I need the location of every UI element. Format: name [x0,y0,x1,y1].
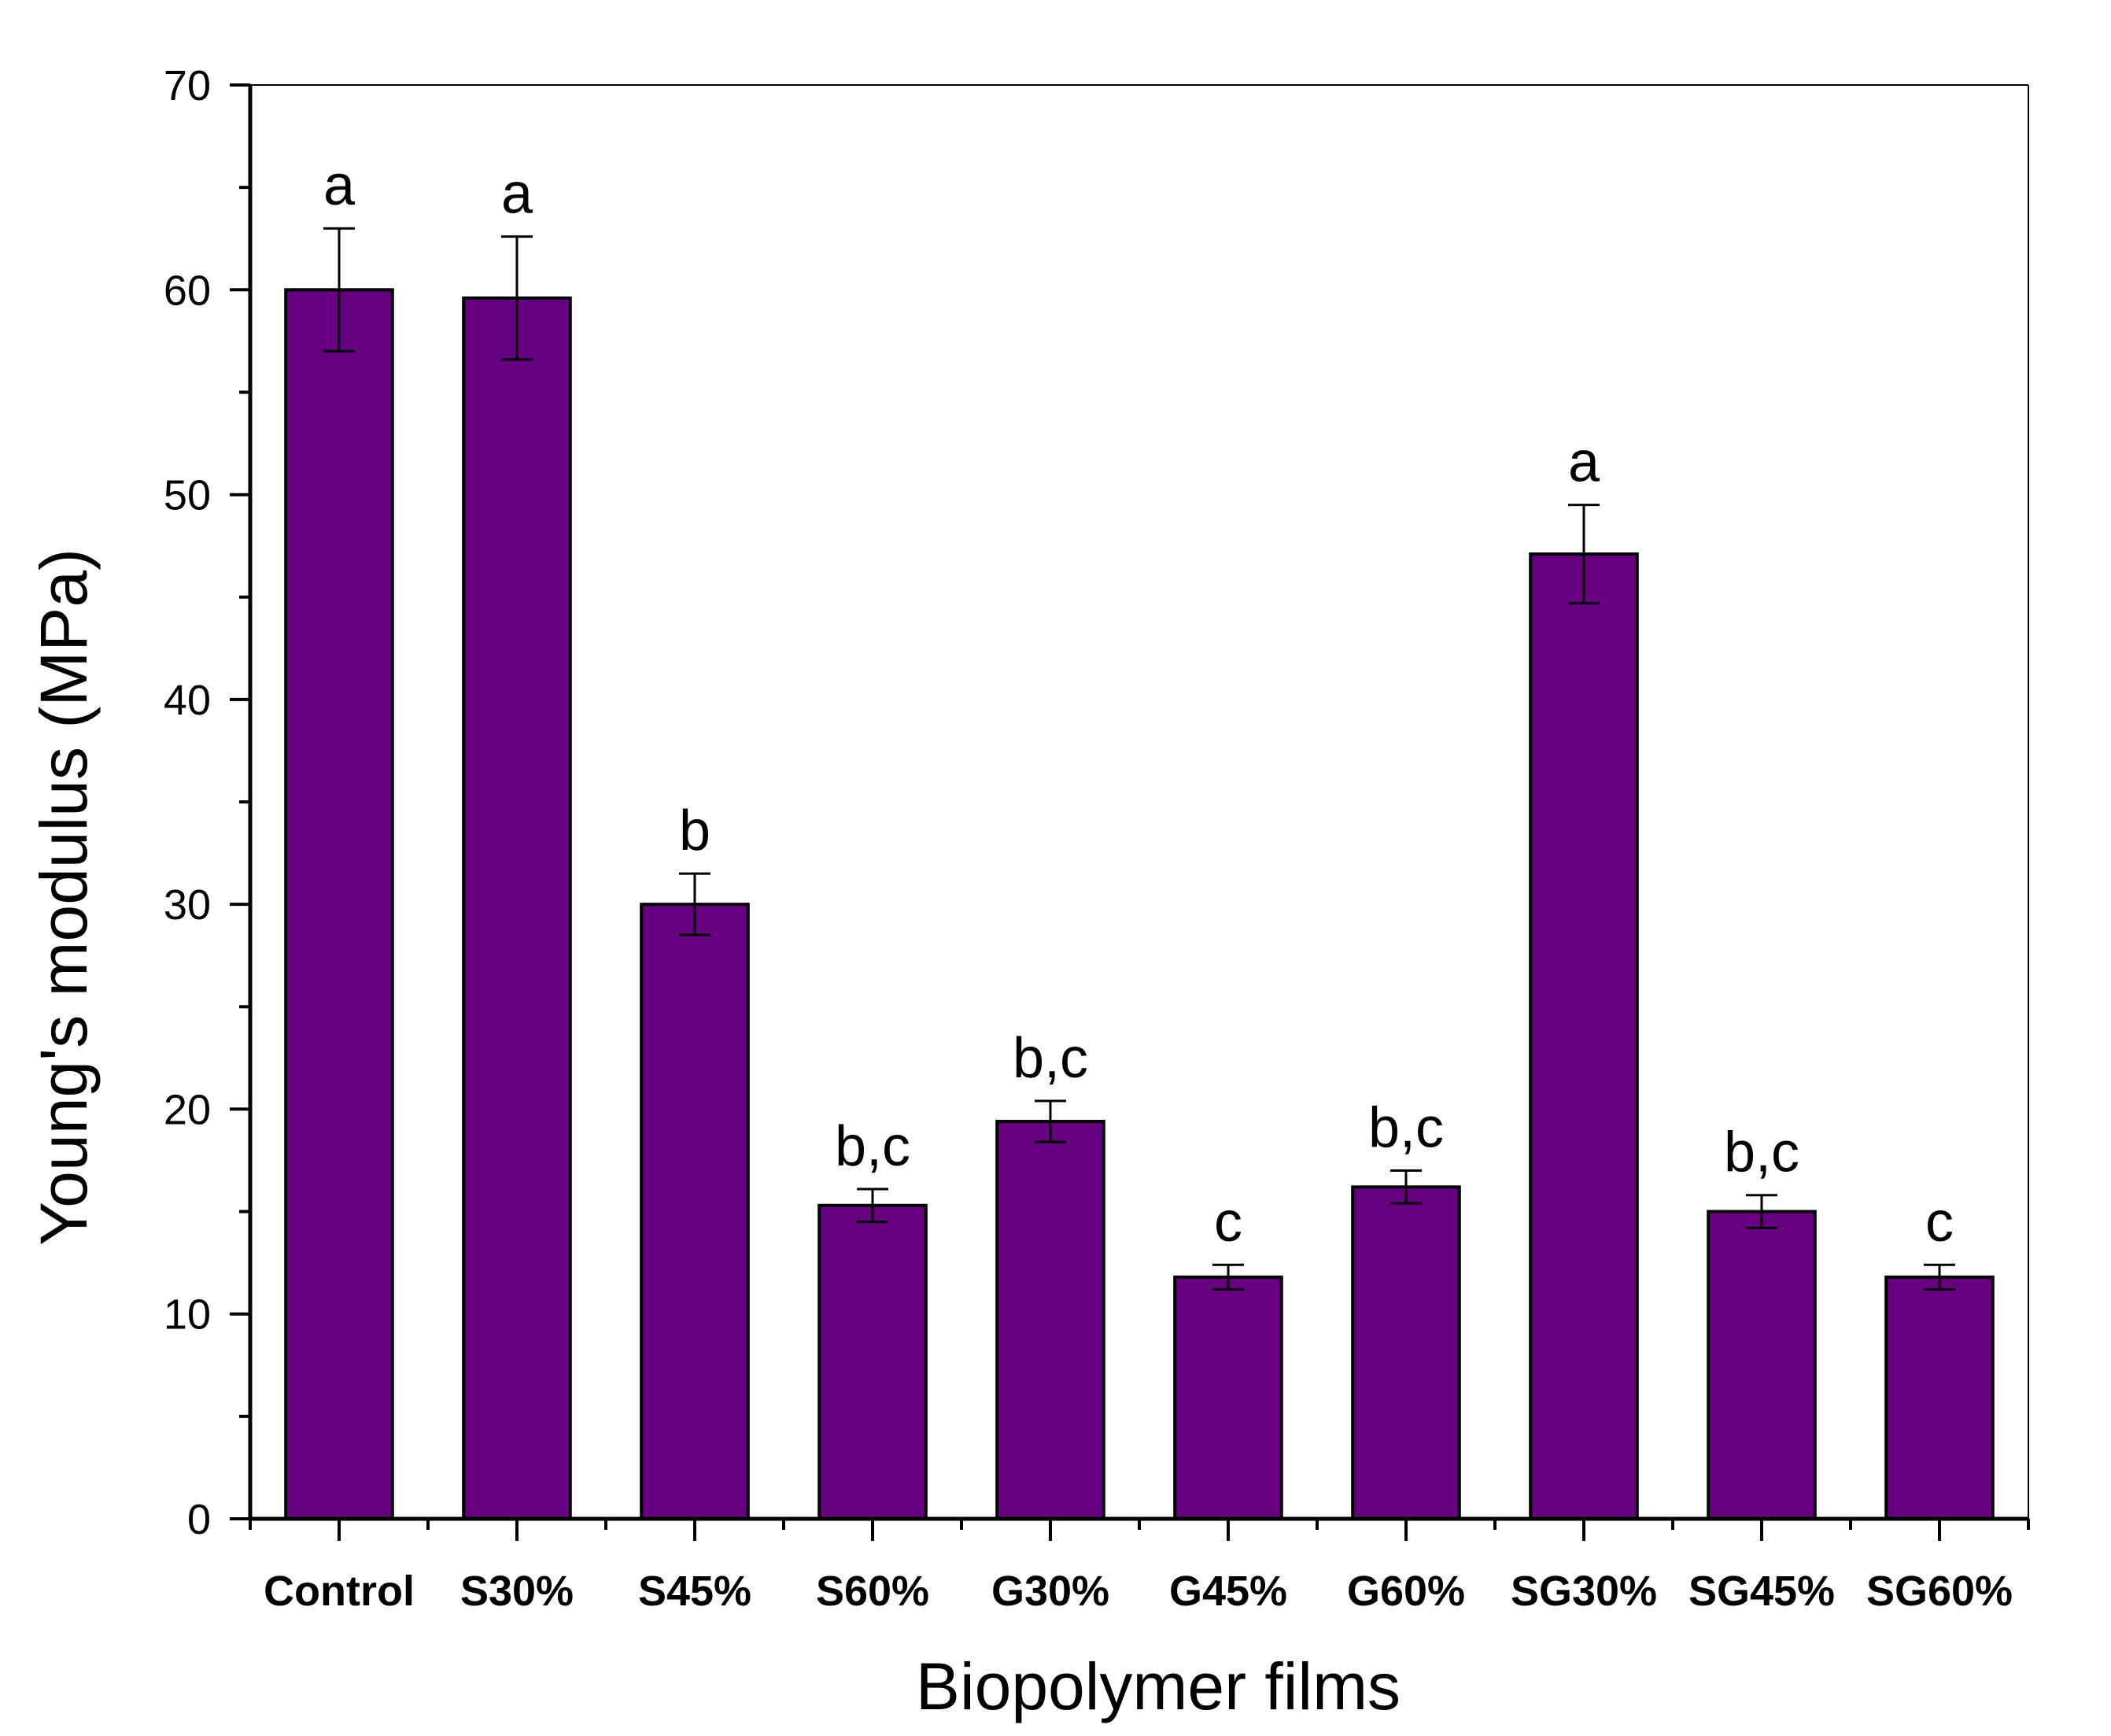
x-tick-label: G45% [1169,1568,1287,1615]
bar-S45% [640,903,750,1520]
y-tick-label: 30 [164,881,211,929]
bars-layer [284,288,1995,1521]
significance-label: a [501,163,533,226]
significance-label: b,c [835,1115,910,1178]
y-tick-label: 40 [164,677,211,724]
error-bars-layer [323,227,1955,1291]
significance-label: c [1214,1191,1242,1254]
x-tick-label: SG45% [1688,1568,1835,1615]
x-tick-label: Control [264,1568,415,1615]
significance-labels-layer: a a b b,c b,c c b,c a b,c c [323,154,1954,1254]
x-tick-label: S45% [638,1568,751,1615]
x-axis-title: Biopolymer films [916,1649,1401,1723]
significance-label: a [1568,431,1600,494]
bar-Control [284,288,394,1520]
y-ticks-layer: 0 10 20 30 40 50 60 70 [164,62,250,1543]
bar-SG60% [1884,1275,1995,1521]
y-tick-label: 70 [164,62,211,109]
bar-G60% [1351,1185,1461,1521]
y-tick-label: 10 [164,1291,211,1339]
x-tick-label: S60% [816,1568,929,1615]
significance-label: b,c [1368,1097,1444,1160]
significance-label: b,c [1013,1027,1088,1090]
x-tick-label: G30% [991,1568,1109,1615]
significance-label: b [679,800,710,862]
significance-label: c [1925,1191,1954,1254]
y-axis-title: Young's modulus (MPa) [27,549,101,1246]
x-ticks-layer: Control S30% S45% S60% G30% G45% G60% SG30% SG45… [249,1519,2030,1615]
y-tick-label: 50 [164,472,211,519]
bar-SG45% [1707,1210,1817,1520]
significance-label: b,c [1724,1121,1799,1184]
x-tick-label: SG60% [1866,1568,2013,1615]
bar-S60% [817,1203,928,1520]
x-tick-label: G60% [1347,1568,1465,1615]
bar-SG30% [1529,552,1639,1520]
bar-G30% [995,1120,1105,1520]
bar-S30% [462,296,572,1520]
y-tick-label: 20 [164,1086,211,1133]
y-tick-label: 0 [187,1496,211,1543]
x-tick-label: S30% [460,1568,574,1615]
significance-label: a [323,154,356,217]
bar-G45% [1173,1275,1283,1521]
y-tick-label: 60 [164,267,211,314]
x-tick-label: SG30% [1511,1568,1657,1615]
